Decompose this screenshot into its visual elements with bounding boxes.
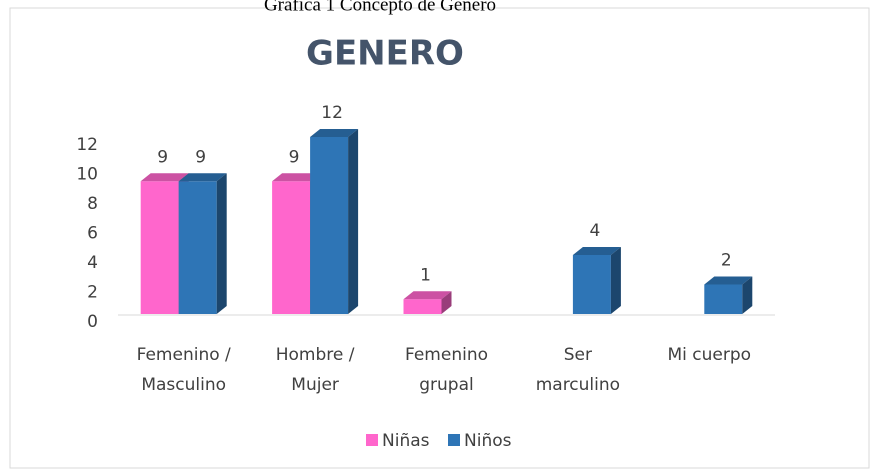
x-tick-label: Ser	[564, 345, 592, 365]
bar-top	[704, 276, 753, 285]
bar-top	[178, 173, 227, 182]
value-label: 9	[289, 147, 300, 167]
value-label: 9	[157, 147, 168, 167]
bar	[310, 129, 359, 314]
bar-side	[216, 173, 227, 314]
y-tick-label: 4	[87, 253, 98, 273]
legend-swatch	[366, 434, 378, 446]
caption: Gráfica 1 Concepto de Género	[264, 0, 496, 15]
bar	[403, 291, 452, 314]
bar-top	[272, 173, 321, 182]
value-label: 12	[321, 103, 343, 123]
value-label: 4	[589, 221, 600, 241]
chart-title: GENERO	[306, 34, 464, 74]
bar-side	[610, 247, 621, 314]
bar-front	[272, 181, 311, 314]
bar-top	[140, 173, 189, 182]
bar-front	[140, 181, 179, 314]
x-tick-label: marculino	[536, 375, 620, 395]
legend-label: Niñas	[382, 431, 430, 451]
y-tick-label: 6	[87, 224, 98, 244]
value-label: 2	[721, 251, 732, 271]
legend-label: Niños	[464, 431, 512, 451]
bar-top	[403, 291, 452, 300]
bar-front	[310, 137, 349, 314]
chart-border	[9, 7, 870, 469]
bar-top	[572, 247, 621, 255]
y-tick-label: 8	[87, 194, 98, 214]
y-tick-label: 12	[76, 135, 98, 155]
x-tick-label: Femenino	[405, 345, 488, 365]
x-tick-label: Masculino	[141, 375, 226, 395]
y-tick-label: 0	[87, 312, 98, 332]
x-tick-label: Femenino /	[137, 345, 231, 365]
bar	[178, 173, 227, 314]
bar-front	[704, 284, 743, 314]
y-tick-label: 10	[76, 165, 98, 185]
x-tick-label: Mi cuerpo	[668, 345, 752, 365]
x-tick-label: grupal	[419, 375, 474, 395]
bar-front	[572, 255, 611, 314]
bar	[704, 276, 753, 314]
value-label: 1	[420, 265, 431, 285]
y-tick-label: 2	[87, 283, 98, 303]
bar-side	[348, 129, 359, 314]
legend-swatch	[448, 434, 460, 446]
bar	[572, 247, 621, 314]
value-label: 9	[195, 147, 206, 167]
x-tick-label: Mujer	[291, 375, 339, 395]
bar-front	[403, 299, 442, 314]
bar-top	[310, 129, 359, 137]
bar-side	[441, 291, 452, 314]
x-tick-label: Hombre /	[276, 345, 355, 365]
bar-front	[178, 181, 217, 314]
bar-side	[742, 276, 753, 314]
